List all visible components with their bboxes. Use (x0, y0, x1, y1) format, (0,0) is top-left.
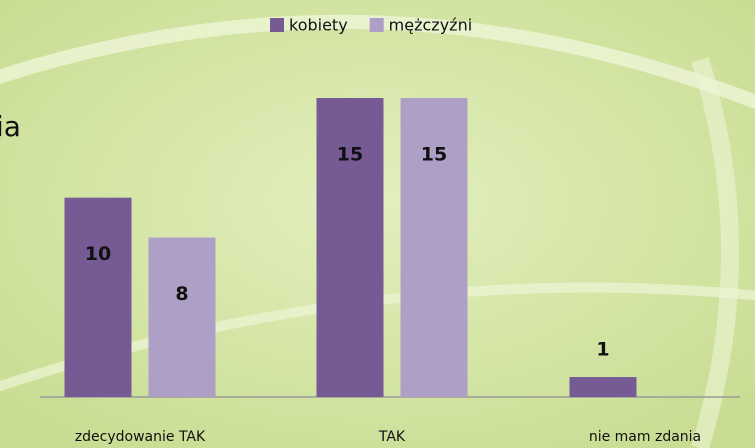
legend-swatch (270, 18, 284, 32)
value-label: 1 (596, 339, 609, 361)
bar (64, 197, 132, 397)
bar (316, 98, 384, 397)
legend-label: mężczyźni (389, 16, 472, 35)
legend-label: kobiety (289, 16, 348, 35)
x-tick-label: zdecydowanie TAK (75, 429, 206, 445)
x-tick-label: nie mam zdania (589, 429, 701, 445)
x-tick-label: TAK (378, 429, 406, 445)
bar (569, 377, 637, 397)
legend-swatch (369, 18, 384, 32)
value-label: 15 (337, 144, 363, 166)
value-label: 10 (85, 243, 111, 265)
value-label: 15 (421, 144, 447, 166)
background-swoosh (691, 57, 739, 448)
annotation: ia (0, 110, 21, 143)
bar (148, 237, 216, 397)
bar (400, 98, 468, 397)
value-label: 8 (175, 283, 188, 305)
